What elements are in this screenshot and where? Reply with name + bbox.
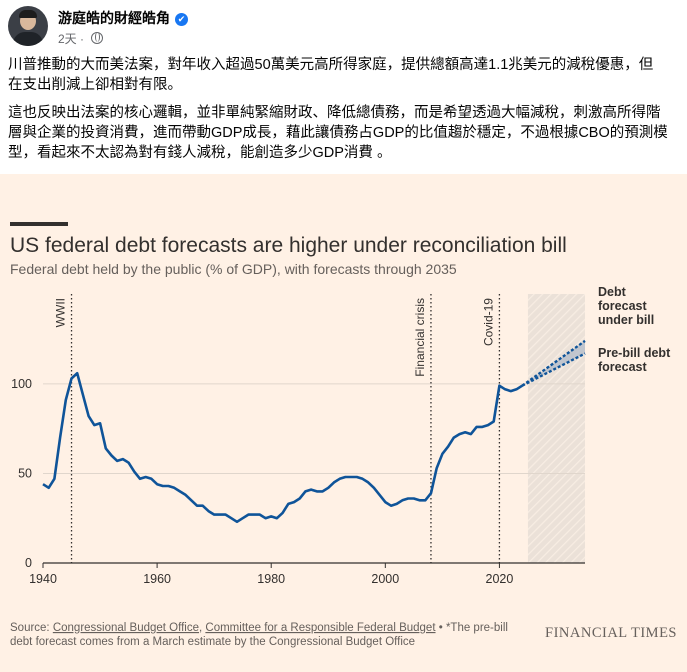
avatar-hair-shape [19, 10, 37, 18]
axes: 0 50 100 1940 1960 1980 2000 2020 [11, 377, 585, 586]
avatar[interactable] [8, 6, 48, 46]
chart-image[interactable]: US federal debt forecasts are higher und… [0, 174, 687, 672]
verified-badge-icon: ✔ [175, 13, 188, 26]
chart-source-line-2: debt forecast comes from a March estimat… [10, 636, 415, 648]
source-link-crfb[interactable]: Committee for a Responsible Federal Budg… [205, 622, 436, 634]
annotation-label-2: Covid-19 [481, 298, 495, 346]
forecast-period-shading [527, 294, 585, 563]
source-separator: , [199, 622, 205, 634]
post-paragraph-2: 這也反映出法案的核心邏輯，並非單純緊縮財政、降低總債務，而是希望透過大幅減稅，刺… [8, 103, 680, 163]
legend-prebill-line-2: forecast [598, 360, 647, 374]
chart-subtitle: Federal debt held by the public (% of GD… [10, 261, 457, 277]
post-paragraph-1: 川普推動的大而美法案，對年收入超過50萬美元高所得家庭，提供總額高達1.1兆美元… [8, 55, 680, 95]
legend: Debt forecast under bill Pre-bill debt f… [598, 285, 674, 374]
source-suffix: • *The pre-bill [436, 622, 508, 634]
series-line-forecast-1 [521, 352, 586, 387]
chart-title: US federal debt forecasts are higher und… [10, 234, 567, 257]
avatar-body-shape [13, 32, 43, 46]
x-tick-label-2000: 2000 [371, 572, 399, 586]
chart-source-line-1: Source: Congressional Budget Office, Com… [10, 622, 508, 634]
x-tick-label-1940: 1940 [29, 572, 57, 586]
annotations: WWII Financial crisis Covid-19 [54, 294, 501, 563]
post-meta: 2天 · [58, 30, 104, 47]
source-link-cbo[interactable]: Congressional Budget Office [53, 622, 199, 634]
paragraph-2-line-2: 層與企業的投資消費，進而帶動GDP成長，藉此讓債務占GDP的比值趨於穩定，不過根… [8, 125, 668, 141]
legend-bill-line-1: Debt [598, 285, 627, 299]
legend-pre-bill: Pre-bill debt forecast [598, 346, 674, 374]
ft-title-rule [10, 222, 68, 226]
debt-chart: US federal debt forecasts are higher und… [10, 222, 677, 648]
y-tick-label-100: 100 [11, 377, 32, 391]
paragraph-2-line-3: 型，看起來不太認為對有錢人減稅，能創造多少GDP消費 。 [8, 145, 392, 161]
series [42, 339, 586, 524]
x-tick-label-1980: 1980 [257, 572, 285, 586]
ft-logo: FINANCIAL TIMES [545, 625, 677, 641]
series-line-historical [42, 371, 523, 524]
series-line-forecast-0 [521, 339, 586, 387]
post-time[interactable]: 2天 [58, 32, 77, 46]
globe-icon[interactable] [91, 32, 104, 44]
legend-prebill-line-1: Pre-bill debt [598, 346, 671, 360]
post-header: 游庭皓的財經皓角 ✔ 2天 · [0, 0, 687, 52]
post-author[interactable]: 游庭皓的財經皓角 ✔ [58, 8, 188, 28]
x-tick-label-1960: 1960 [143, 572, 171, 586]
x-tick-label-2020: 2020 [486, 572, 514, 586]
legend-debt-under-bill: Debt forecast under bill [598, 285, 654, 327]
legend-bill-line-2: forecast [598, 299, 647, 313]
gridlines [43, 383, 585, 474]
forecast-period-area [527, 294, 585, 563]
annotation-label-0: WWII [54, 298, 68, 327]
paragraph-2-line-1: 這也反映出法案的核心邏輯，並非單純緊縮財政、降低總債務，而是希望透過大幅減稅，刺… [8, 105, 661, 121]
y-tick-label-50: 50 [18, 466, 32, 480]
legend-bill-line-3: under bill [598, 313, 654, 327]
paragraph-1-line-2: 在支出削減上卻相對有限。 [8, 77, 182, 93]
source-prefix: Source: [10, 622, 53, 634]
y-tick-label-0: 0 [25, 556, 32, 570]
author-name[interactable]: 游庭皓的財經皓角 [58, 10, 170, 26]
annotation-label-1: Financial crisis [413, 298, 427, 377]
dot-separator: · [76, 32, 88, 46]
paragraph-1-line-1: 川普推動的大而美法案，對年收入超過50萬美元高所得家庭，提供總額高達1.1兆美元… [8, 57, 654, 73]
